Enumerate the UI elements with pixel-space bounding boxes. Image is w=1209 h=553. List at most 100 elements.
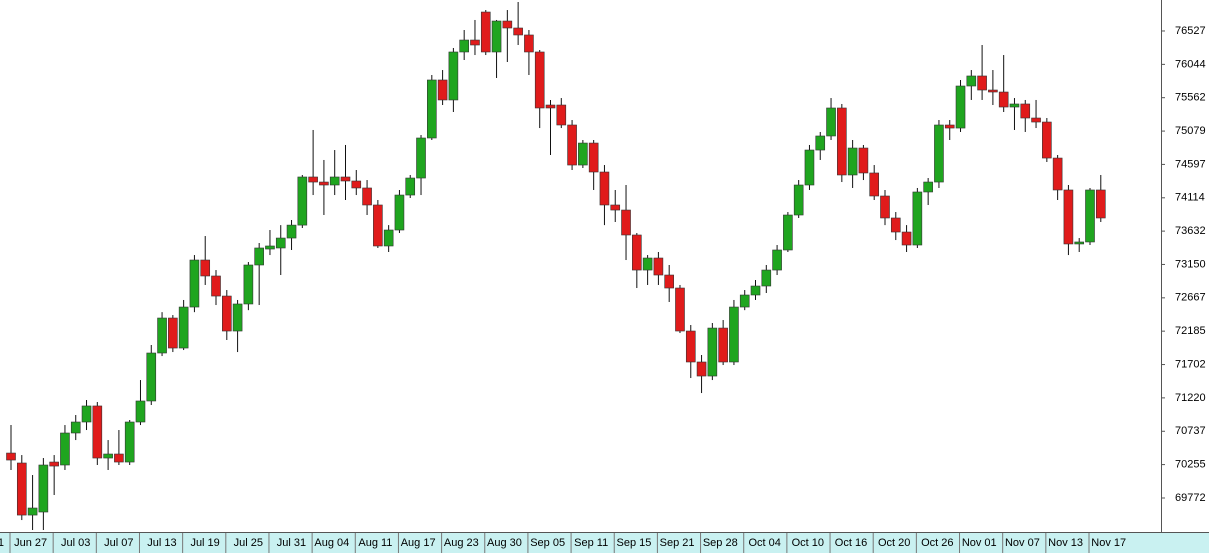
candle-body [243,264,254,305]
candle-body [869,172,880,197]
candle-body [146,352,157,402]
candle-body [761,269,772,287]
candle-body [427,79,437,139]
y-tick-label: 73632 [1175,225,1206,237]
x-tick-label: Oct 10 [792,537,824,549]
y-tick-label: 72185 [1175,325,1206,337]
x-tick-label: Jun 27 [14,537,47,549]
candle-body [718,327,728,363]
candle-body [588,142,599,173]
y-tick-label: 70255 [1175,458,1206,470]
candle-body [103,453,113,459]
candle-body [124,421,135,463]
y-tick-label: 74114 [1175,192,1205,204]
candle-body [222,295,232,332]
x-tick-label: Jul 19 [190,537,219,549]
candle-body [793,184,804,216]
candle-body [394,194,405,231]
candle-body [373,204,383,247]
x-tick-label: Aug 23 [444,537,479,549]
candle-body [340,176,351,182]
candle-body [297,176,308,226]
candle-body [92,405,103,459]
x-tick-label: Aug 04 [314,537,349,549]
candle-body [157,317,167,354]
candle-body [998,91,1009,108]
candle-body [545,104,556,109]
candle-body [599,171,610,206]
candle-body [232,303,243,332]
y-tick-label: 76527 [1175,25,1206,37]
x-tick-label: Jul 25 [234,537,263,549]
candle-body [815,135,826,151]
candle-body [534,51,545,109]
candle-body [944,124,955,129]
candle-body [114,453,124,463]
y-tick-label: 75562 [1175,92,1206,104]
candle-body [178,306,189,349]
candle-body [901,231,912,246]
candle-body [168,317,178,349]
x-tick-label: Sep 15 [617,537,652,549]
candle-body [653,257,664,276]
x-tick-label: Sep 05 [530,537,565,549]
candle-body [470,39,480,46]
candle-body [362,187,372,206]
candle-body [437,79,448,101]
candle-body [632,234,642,271]
candle-body [502,20,513,29]
candle-body [804,149,815,186]
candle-body [491,20,502,53]
candle-body [858,147,869,174]
y-tick-label: 73150 [1175,258,1206,270]
x-tick-label: Nov 13 [1048,537,1083,549]
candle-body [664,274,674,289]
candle-body [1042,121,1052,159]
candle-body [826,107,836,137]
x-tick-label: Aug 17 [401,537,436,549]
x-tick-label: Jul 13 [147,537,176,549]
candle-body [211,275,221,297]
candle-body [675,287,685,332]
candle-body [1009,103,1020,108]
candle-body [405,177,416,196]
x-tick-label: 1 [0,537,4,549]
candle-body [265,245,275,250]
candle-body [847,147,858,176]
x-tick-label: Sep 28 [703,537,738,549]
candle-body [1031,117,1041,123]
candle-body [513,27,523,36]
candle-body [27,507,38,516]
candle-body [480,11,491,53]
candle-body [329,176,340,186]
x-tick-label: Aug 30 [487,537,522,549]
candle-body [934,124,944,183]
candle-body [286,224,297,239]
candle-body [319,181,329,186]
candle-body [772,249,782,271]
candle-body [696,361,707,377]
candle-body [642,257,653,271]
candle-body [448,51,459,101]
x-tick-label: Jul 03 [61,537,90,549]
y-tick-label: 76044 [1175,58,1206,70]
plot-area: 1 Jun 27 Jul 03 Jul 07 Jul 13 Jul 19 Jul 25 Jul… [0,2,1126,553]
candle-body [750,285,761,296]
candle-body [977,75,987,91]
candle-body [890,217,901,233]
candle-body [383,229,394,247]
candle-body [254,247,264,266]
candle-body [578,142,588,166]
x-tick-label: Nov 07 [1005,537,1040,549]
candle-body [837,107,847,176]
candle-body [783,214,793,251]
candle-body [1095,189,1106,219]
candle-body [275,237,286,249]
candle-body [70,421,81,434]
candle-body [60,432,70,466]
candle-body [1020,103,1031,119]
candle-body [16,462,27,516]
candle-body [966,75,977,87]
candle-body [524,34,534,53]
